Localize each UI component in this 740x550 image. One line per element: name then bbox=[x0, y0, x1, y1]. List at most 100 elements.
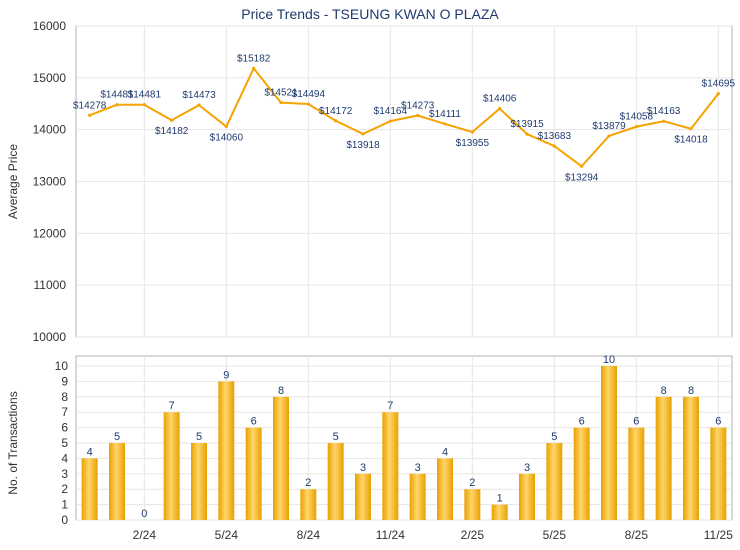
transactions-bar bbox=[409, 473, 426, 520]
x-tick-label: 2/24 bbox=[133, 528, 157, 542]
transactions-y-tick-label: 0 bbox=[61, 513, 68, 527]
transactions-bar bbox=[655, 396, 672, 520]
transactions-bar bbox=[273, 396, 289, 520]
transactions-y-tick-label: 1 bbox=[61, 498, 68, 512]
price-data-label: $13683 bbox=[538, 131, 572, 142]
x-tick-label: 8/24 bbox=[297, 528, 321, 542]
price-data-label: $14060 bbox=[210, 133, 244, 144]
transactions-data-label: 8 bbox=[278, 385, 284, 397]
transactions-bar bbox=[163, 412, 180, 520]
price-y-tick-label: 15000 bbox=[33, 71, 67, 85]
price-point bbox=[443, 122, 447, 126]
transactions-data-label: 8 bbox=[688, 385, 694, 397]
x-tick-label: 8/25 bbox=[625, 528, 649, 542]
price-point bbox=[197, 103, 201, 107]
price-point bbox=[580, 164, 584, 168]
price-data-label: $14494 bbox=[292, 89, 326, 100]
transactions-bar bbox=[218, 381, 235, 520]
price-point bbox=[224, 124, 228, 129]
transactions-data-label: 4 bbox=[442, 446, 448, 458]
transactions-y-tick-label: 7 bbox=[61, 405, 68, 419]
price-point bbox=[306, 102, 310, 106]
transactions-data-label: 7 bbox=[169, 400, 175, 412]
transactions-data-label: 6 bbox=[715, 416, 721, 428]
price-data-label: $14018 bbox=[674, 135, 708, 146]
price-data-label: $14521 bbox=[264, 88, 298, 99]
price-data-label: $15182 bbox=[237, 53, 271, 64]
transactions-bar bbox=[573, 427, 590, 520]
transactions-y-tick-label: 3 bbox=[61, 467, 68, 481]
price-data-label: $13294 bbox=[565, 172, 599, 183]
price-point bbox=[88, 113, 92, 117]
transactions-bar bbox=[109, 443, 125, 520]
price-point bbox=[470, 130, 474, 134]
price-point bbox=[115, 103, 119, 107]
price-data-label: $14172 bbox=[319, 106, 353, 117]
price-data-label: $13918 bbox=[346, 140, 380, 151]
price-y-tick-label: 10000 bbox=[33, 330, 67, 344]
price-point bbox=[252, 66, 256, 70]
price-data-label: $14695 bbox=[702, 79, 736, 90]
price-data-label: $14111 bbox=[429, 109, 461, 120]
price-point bbox=[634, 125, 638, 129]
price-data-label: $14406 bbox=[483, 94, 517, 105]
price-y-tick-label: 14000 bbox=[33, 123, 67, 137]
price-point bbox=[361, 132, 365, 136]
price-y-axis-label: Average Price bbox=[6, 144, 20, 219]
transactions-bar bbox=[628, 427, 645, 520]
price-point bbox=[525, 132, 529, 136]
transactions-data-label: 10 bbox=[603, 354, 615, 366]
transactions-data-label: 9 bbox=[223, 369, 229, 381]
price-data-label: $14481 bbox=[100, 90, 134, 101]
price-point bbox=[170, 118, 174, 122]
transactions-y-tick-label: 5 bbox=[61, 436, 68, 450]
transactions-data-label: 7 bbox=[387, 400, 393, 412]
transactions-bar bbox=[382, 412, 399, 520]
transactions-bar bbox=[245, 427, 262, 520]
transactions-y-tick-label: 2 bbox=[61, 482, 68, 496]
transactions-bar bbox=[546, 443, 563, 520]
price-data-label: $13955 bbox=[456, 138, 490, 149]
transactions-bar bbox=[464, 489, 481, 520]
price-y-tick-label: 13000 bbox=[33, 175, 67, 189]
price-data-label: $14182 bbox=[155, 126, 189, 137]
transactions-bar bbox=[191, 443, 207, 520]
transactions-plot-area bbox=[75, 355, 733, 521]
price-data-label: $14164 bbox=[374, 106, 408, 117]
transactions-bar bbox=[710, 427, 727, 520]
x-tick-label: 2/25 bbox=[461, 528, 485, 542]
price-data-label: $14481 bbox=[128, 90, 162, 101]
price-point bbox=[552, 144, 556, 148]
price-data-label: $13915 bbox=[510, 119, 544, 130]
price-y-tick-label: 12000 bbox=[33, 226, 67, 240]
transactions-bar bbox=[601, 366, 617, 520]
transactions-y-axis-label: No. of Transactions bbox=[6, 391, 20, 494]
transactions-data-label: 2 bbox=[305, 477, 311, 489]
transactions-data-label: 5 bbox=[333, 431, 339, 443]
price-point bbox=[716, 92, 720, 96]
transactions-data-label: 5 bbox=[114, 431, 120, 443]
transactions-bar bbox=[327, 443, 344, 520]
transactions-bar bbox=[300, 489, 317, 520]
price-point bbox=[142, 103, 146, 107]
transactions-y-tick-label: 4 bbox=[61, 451, 68, 465]
chart-title: Price Trends - TSEUNG KWAN O PLAZA bbox=[241, 6, 499, 22]
price-data-label: $14273 bbox=[401, 101, 435, 112]
transactions-data-label: 4 bbox=[87, 446, 93, 458]
price-data-label: $14163 bbox=[647, 106, 681, 117]
transactions-data-label: 6 bbox=[633, 416, 639, 428]
price-point bbox=[498, 107, 502, 111]
transactions-bar bbox=[81, 458, 98, 520]
price-y-tick-label: 11000 bbox=[34, 278, 67, 292]
transactions-bar bbox=[355, 473, 371, 520]
price-data-label: $14278 bbox=[73, 100, 107, 111]
transactions-data-label: 5 bbox=[196, 431, 202, 443]
price-point bbox=[416, 113, 420, 118]
price-data-label: $13879 bbox=[592, 121, 626, 132]
transactions-y-tick-label: 8 bbox=[61, 390, 68, 404]
transactions-y-tick-label: 9 bbox=[61, 374, 68, 388]
price-point bbox=[279, 101, 283, 105]
price-point bbox=[662, 119, 666, 123]
